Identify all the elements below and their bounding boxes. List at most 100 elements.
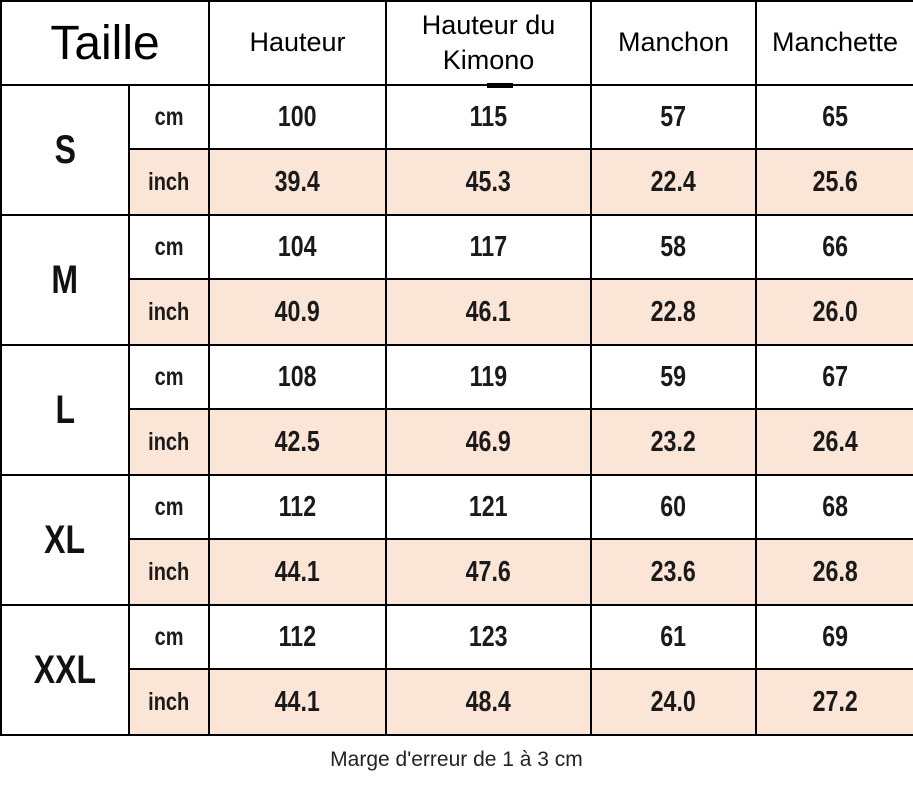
value: 119 [469,360,508,393]
value: 65 [822,100,848,133]
header-cell-taille: Taille [0,0,211,86]
unit-cell-cm: cm [127,604,211,670]
value-cell: 69 [755,604,913,670]
unit-label-inch: inch [148,167,190,196]
value: 57 [660,100,687,133]
value: 104 [278,230,317,263]
value: 115 [469,100,508,133]
unit-cell-cm: cm [127,214,211,280]
value-cell: 68 [755,474,913,540]
value: 46.1 [465,295,512,328]
value-cell: 112 [208,604,388,670]
value: 100 [278,100,317,133]
unit-cell-cm: cm [127,474,211,540]
value-cell: 46.1 [385,278,593,346]
unit-label-inch: inch [148,427,190,456]
value-cell: 25.6 [755,148,913,216]
value: 60 [660,490,687,523]
size-label-l: L [55,387,75,432]
size-label-m: M [51,257,79,302]
unit-label-cm: cm [154,232,184,261]
value: 48.4 [465,685,512,718]
size-m-cm-row: M cm 104 117 58 66 [0,214,913,346]
unit-cell-inch: inch [127,668,211,736]
value-cell: 27.2 [755,668,913,736]
value: 27.2 [812,685,858,718]
unit-cell-inch: inch [127,148,211,216]
size-label-cell-s: S [0,84,130,216]
value: 26.8 [812,555,858,588]
value-cell: 104 [208,214,388,280]
unit-cell-inch: inch [127,278,211,346]
header-cell-manchon: Manchon [590,0,758,86]
value: 112 [278,620,317,653]
size-label-xl: XL [44,517,86,562]
size-xl-inch-row: inch 44.1 47.6 23.6 26.8 [1,538,913,606]
value-cell: 26.0 [755,278,913,346]
value: 25.6 [812,165,858,198]
value-cell: 57 [590,84,758,150]
unit-cell-inch: inch [127,408,211,476]
value-cell: 60 [590,474,758,540]
value: 67 [822,360,848,393]
value-cell: 123 [385,604,593,670]
value-cell: 44.1 [208,538,388,606]
clipped-text-artifact [487,83,513,88]
value-cell: 48.4 [385,668,593,736]
size-label-cell-l: L [0,344,130,476]
unit-label-inch: inch [148,297,190,326]
value-cell: 59 [590,344,758,410]
value-cell: 66 [755,214,913,280]
header-cell-hauteur: Hauteur [208,0,388,86]
value: 44.1 [274,555,321,588]
value: 58 [660,230,687,263]
value-cell: 100 [208,84,388,150]
size-l-inch-row: inch 42.5 46.9 23.2 26.4 [1,408,913,476]
value-cell: 26.4 [755,408,913,476]
value: 123 [469,620,508,653]
value: 40.9 [274,295,321,328]
value: 24.0 [650,685,697,718]
header-label-hauteur-kimono: Hauteur du Kimono [421,9,556,75]
value: 68 [822,490,848,523]
value: 44.1 [274,685,321,718]
value-cell: 23.2 [590,408,758,476]
value: 69 [822,620,848,653]
value-cell: 22.4 [590,148,758,216]
value-cell: 26.8 [755,538,913,606]
unit-cell-inch: inch [127,538,211,606]
value: 23.2 [650,425,697,458]
value-cell: 65 [755,84,913,150]
value: 45.3 [465,165,512,198]
header-cell-hauteur-kimono: Hauteur du Kimono [385,0,593,86]
header-label-manchette: Manchette [771,27,899,58]
unit-label-cm: cm [154,102,184,131]
value: 22.4 [650,165,697,198]
value: 59 [660,360,687,393]
value-cell: 22.8 [590,278,758,346]
value-cell: 23.6 [590,538,758,606]
value: 121 [469,490,508,523]
header-label-hauteur: Hauteur [249,27,346,58]
unit-label-cm: cm [154,492,184,521]
size-label-xxl: XXL [33,647,97,692]
value-cell: 45.3 [385,148,593,216]
header-row: Taille Hauteur Hauteur du Kimono Manchon… [0,0,913,86]
value-cell: 112 [208,474,388,540]
value: 46.9 [465,425,512,458]
value-cell: 119 [385,344,593,410]
value: 112 [278,490,317,523]
unit-label-inch: inch [148,557,190,586]
size-xxl-inch-row: inch 44.1 48.4 24.0 27.2 [1,668,913,736]
unit-label-cm: cm [154,622,184,651]
error-margin-note: Marge d'erreur de 1 à 3 cm [330,747,583,771]
value: 117 [469,230,508,263]
unit-cell-cm: cm [127,344,211,410]
value: 61 [660,620,687,653]
size-m-inch-row: inch 40.9 46.1 22.8 26.0 [1,278,913,346]
size-l-cm-row: L cm 108 119 59 67 [0,344,913,476]
value-cell: 40.9 [208,278,388,346]
value: 22.8 [650,295,697,328]
value: 66 [822,230,848,263]
